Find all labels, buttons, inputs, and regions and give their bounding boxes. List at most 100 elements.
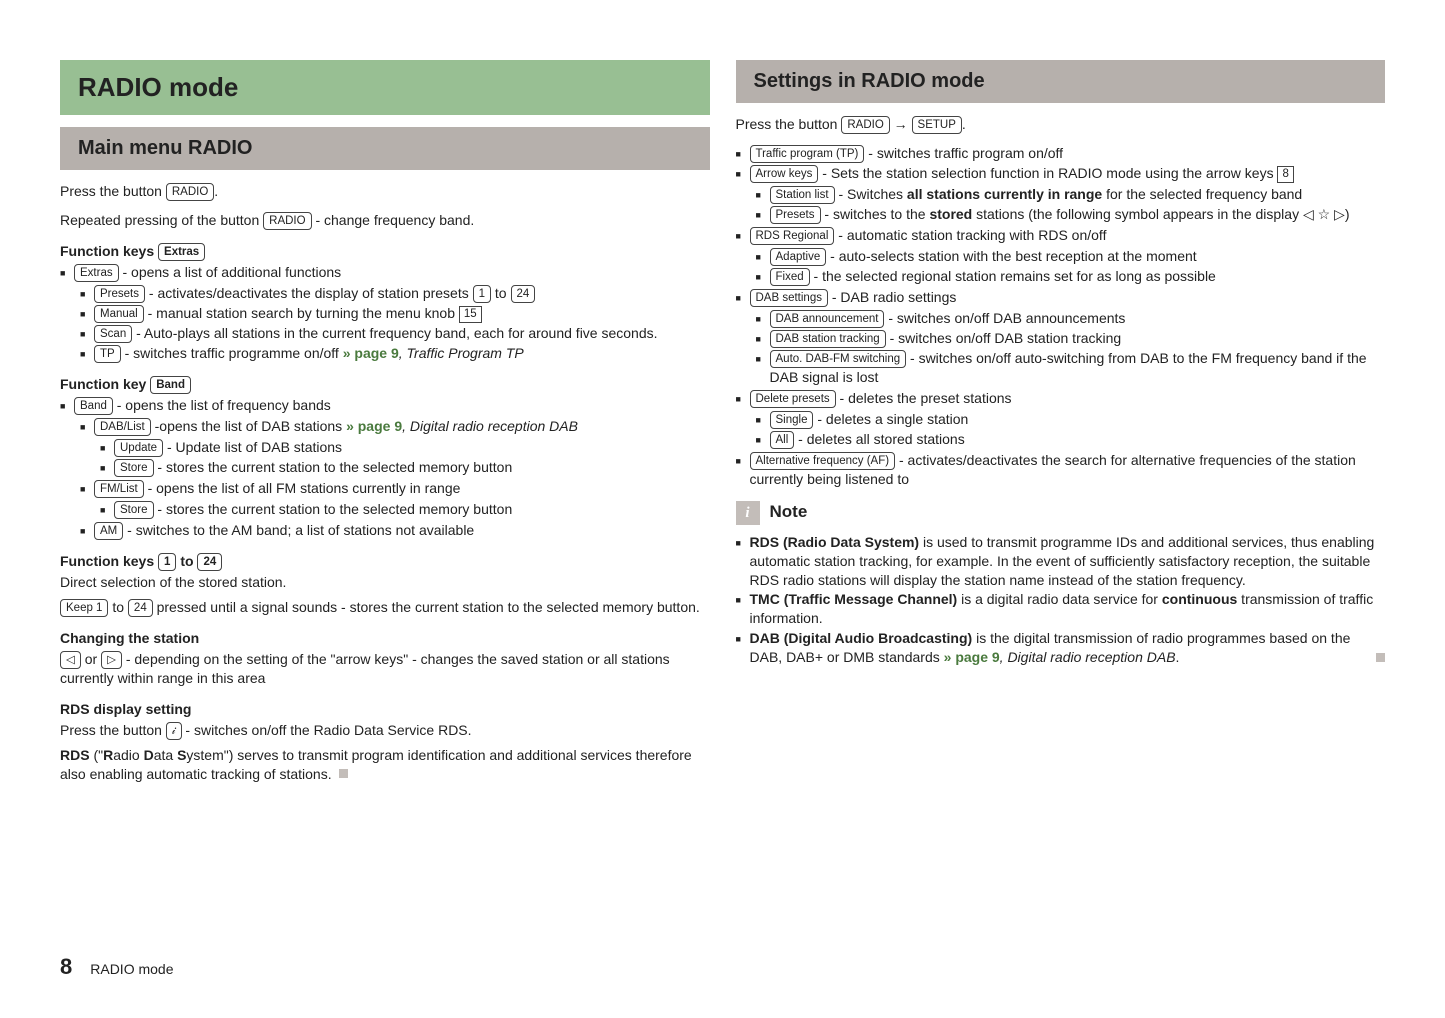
fixed-key: Fixed bbox=[770, 268, 810, 286]
store-key: Store bbox=[114, 459, 154, 477]
changing-station-text: ◁ or ▷ - depending on the setting of the… bbox=[60, 650, 710, 688]
note-list: RDS (Radio Data System) is used to trans… bbox=[736, 533, 1386, 667]
store-item: Store - stores the current station to th… bbox=[100, 500, 710, 519]
single-key: Single bbox=[770, 411, 814, 429]
keep1-key: Keep 1 bbox=[60, 599, 108, 617]
adaptive-key: Adaptive bbox=[770, 248, 827, 266]
page-ref: » page 9 bbox=[343, 345, 399, 361]
fixed-item: Fixed - the selected regional station re… bbox=[756, 267, 1386, 286]
presets-key: Presets bbox=[94, 285, 145, 303]
tp-key: TP bbox=[94, 345, 121, 363]
autodab-key: Auto. DAB-FM switching bbox=[770, 350, 907, 368]
page-number: 8 bbox=[60, 952, 72, 982]
keep-pressed-text: Keep 1 to 24 pressed until a signal soun… bbox=[60, 598, 710, 617]
dablist-item: DAB/List -opens the list of DAB stations… bbox=[80, 417, 710, 477]
rdsregional-item: RDS Regional - automatic station trackin… bbox=[736, 226, 1386, 286]
traffic-item: Traffic program (TP) - switches traffic … bbox=[736, 144, 1386, 163]
info-icon: i bbox=[736, 501, 760, 525]
key-8: 8 bbox=[1277, 166, 1293, 183]
arrowkeys-key: Arrow keys bbox=[750, 165, 819, 183]
arrowkeys-item: Arrow keys - Sets the station selection … bbox=[736, 164, 1386, 224]
key-1: 1 bbox=[473, 285, 491, 303]
note-header: i Note bbox=[736, 501, 1386, 525]
repeated-press-text: Repeated pressing of the button RADIO - … bbox=[60, 211, 710, 230]
af-key: Alternative frequency (AF) bbox=[750, 452, 896, 470]
dabannounce-key: DAB announcement bbox=[770, 310, 885, 328]
subheading-main-menu: Main menu RADIO bbox=[60, 127, 710, 170]
tp-item: TP - switches traffic programme on/off »… bbox=[80, 344, 710, 363]
subheading-settings: Settings in RADIO mode bbox=[736, 60, 1386, 103]
delpresets-key: Delete presets bbox=[750, 390, 836, 408]
key-15: 15 bbox=[459, 306, 482, 323]
all-item: All - deletes all stored stations bbox=[756, 430, 1386, 449]
radio-key: RADIO bbox=[841, 116, 889, 134]
extras-list: Extras - opens a list of additional func… bbox=[60, 263, 710, 363]
footer-section: RADIO mode bbox=[90, 960, 173, 979]
stationlist-item: Station list - Switches all stations cur… bbox=[756, 185, 1386, 204]
store-item: Store - stores the current station to th… bbox=[100, 458, 710, 477]
manual-key: Manual bbox=[94, 305, 144, 323]
autodab-item: Auto. DAB-FM switching - switches on/off… bbox=[756, 349, 1386, 387]
key-1: 1 bbox=[158, 553, 176, 571]
info-key: 𝒾 bbox=[166, 722, 182, 740]
settings-heading: Settings in RADIO mode bbox=[754, 68, 1368, 95]
dabsettings-item: DAB settings - DAB radio settings DAB an… bbox=[736, 288, 1386, 387]
stationlist-key: Station list bbox=[770, 186, 835, 204]
note-tmc: TMC (Traffic Message Channel) is a digit… bbox=[736, 590, 1386, 628]
presets-item: Presets - activates/deactivates the disp… bbox=[80, 284, 710, 303]
page-title: RADIO mode bbox=[78, 70, 692, 105]
band-key: Band bbox=[150, 376, 191, 394]
extras-key: Extras bbox=[158, 243, 205, 261]
main-menu-heading: Main menu RADIO bbox=[78, 135, 692, 162]
am-key: AM bbox=[94, 522, 123, 540]
single-item: Single - deletes a single station bbox=[756, 410, 1386, 429]
function-keys-1-24-head: Function keys 1 to 24 bbox=[60, 552, 710, 571]
note-rds: RDS (Radio Data System) is used to trans… bbox=[736, 533, 1386, 590]
store-key: Store bbox=[114, 501, 154, 519]
page-ref: » page 9 bbox=[944, 649, 1000, 665]
key-24: 24 bbox=[128, 599, 153, 617]
presets-item: Presets - switches to the stored station… bbox=[756, 205, 1386, 224]
rdsregional-key: RDS Regional bbox=[750, 227, 835, 245]
dabannounce-item: DAB announcement - switches on/off DAB a… bbox=[756, 309, 1386, 328]
presets-key: Presets bbox=[770, 206, 821, 224]
function-key-band-head: Function key Band bbox=[60, 375, 710, 394]
note-dab: DAB (Digital Audio Broadcasting) is the … bbox=[736, 629, 1386, 667]
band-key: Band bbox=[74, 397, 113, 415]
left-arrow-key: ◁ bbox=[60, 651, 81, 669]
settings-list: Traffic program (TP) - switches traffic … bbox=[736, 144, 1386, 489]
rds-press-text: Press the button 𝒾 - switches on/off the… bbox=[60, 721, 710, 740]
dabtrack-key: DAB station tracking bbox=[770, 330, 886, 348]
radio-key: RADIO bbox=[166, 183, 214, 201]
key-24: 24 bbox=[511, 285, 536, 303]
band-item: Band - opens the list of frequency bands… bbox=[60, 396, 710, 540]
right-column: Settings in RADIO mode Press the button … bbox=[736, 60, 1386, 793]
changing-station-head: Changing the station bbox=[60, 629, 710, 648]
note-label: Note bbox=[770, 501, 808, 524]
extras-item: Extras - opens a list of additional func… bbox=[60, 263, 710, 363]
right-arrow-key: ▷ bbox=[101, 651, 122, 669]
am-item: AM - switches to the AM band; a list of … bbox=[80, 521, 710, 540]
page-ref: » page 9 bbox=[346, 418, 402, 434]
update-item: Update - Update list of DAB stations bbox=[100, 438, 710, 457]
traffic-key: Traffic program (TP) bbox=[750, 145, 865, 163]
page-footer: 8 RADIO mode bbox=[60, 952, 174, 982]
delpresets-item: Delete presets - deletes the preset stat… bbox=[736, 389, 1386, 449]
function-keys-extras-head: Function keys Extras bbox=[60, 242, 710, 261]
adaptive-item: Adaptive - auto-selects station with the… bbox=[756, 247, 1386, 266]
setup-key: SETUP bbox=[912, 116, 962, 134]
update-key: Update bbox=[114, 439, 163, 457]
scan-item: Scan - Auto-plays all stations in the cu… bbox=[80, 324, 710, 343]
two-column-layout: RADIO mode Main menu RADIO Press the but… bbox=[60, 60, 1385, 793]
press-radio-setup-text: Press the button RADIO → SETUP. bbox=[736, 115, 1386, 134]
key-24: 24 bbox=[197, 553, 222, 571]
section-end-icon bbox=[339, 769, 348, 778]
all-key: All bbox=[770, 431, 795, 449]
scan-key: Scan bbox=[94, 325, 132, 343]
section-end-icon bbox=[1376, 653, 1385, 662]
direct-selection-text: Direct selection of the stored station. bbox=[60, 573, 710, 592]
press-radio-text: Press the button RADIO. bbox=[60, 182, 710, 201]
rds-display-head: RDS display setting bbox=[60, 700, 710, 719]
band-list: Band - opens the list of frequency bands… bbox=[60, 396, 710, 540]
fmlist-item: FM/List - opens the list of all FM stati… bbox=[80, 479, 710, 519]
